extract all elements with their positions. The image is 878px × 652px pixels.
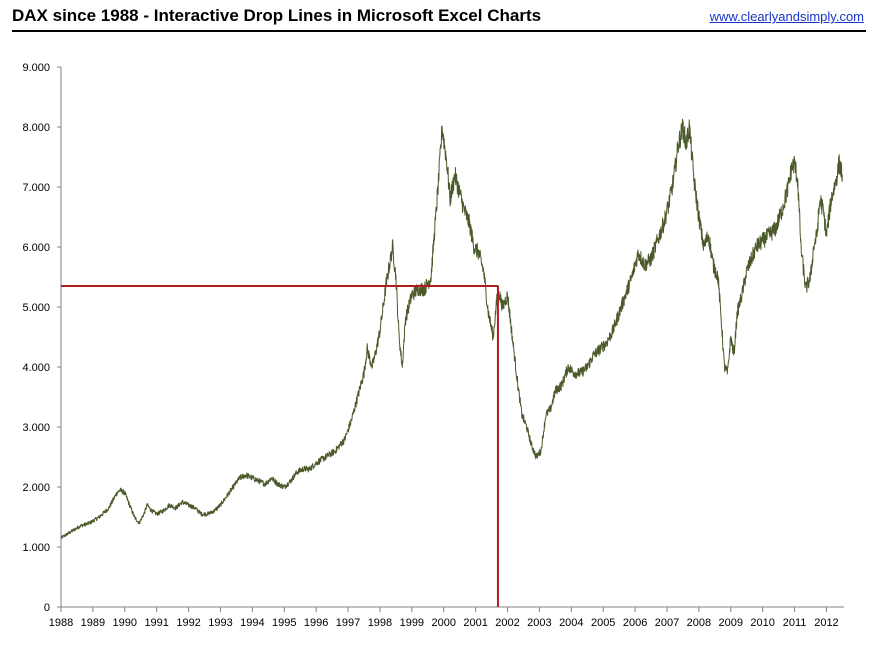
y-tick-label: 4.000	[22, 362, 50, 374]
x-tick-label: 2004	[559, 617, 583, 629]
x-tick-label: 2010	[750, 617, 774, 629]
x-tick-label: 1999	[400, 617, 424, 629]
x-tick-label: 1991	[144, 617, 168, 629]
x-tick-label: 1990	[113, 617, 137, 629]
x-tick-label: 2012	[814, 617, 838, 629]
y-tick-label: 6.000	[22, 242, 50, 254]
x-tick-label: 1996	[304, 617, 328, 629]
x-tick-label: 2006	[623, 617, 647, 629]
y-tick-label: 8.000	[22, 122, 50, 134]
source-link[interactable]: www.clearlyandsimply.com	[709, 9, 864, 24]
x-tick-label: 1992	[176, 617, 200, 629]
x-tick-label: 2001	[463, 617, 487, 629]
x-tick-label: 2009	[719, 617, 743, 629]
chart-title: DAX since 1988 - Interactive Drop Lines …	[12, 6, 542, 25]
x-tick-label: 2011	[783, 617, 807, 629]
y-tick-label: 1.000	[22, 542, 50, 554]
dax-series-line	[60, 118, 843, 539]
x-tick-label: 1995	[272, 617, 296, 629]
y-tick-label: 0	[44, 602, 50, 614]
x-tick-label: 1989	[81, 617, 105, 629]
x-tick-label: 2000	[431, 617, 455, 629]
x-tick-label: 1997	[336, 617, 360, 629]
y-tick-label: 7.000	[22, 182, 50, 194]
y-tick-label: 5.000	[22, 302, 50, 314]
x-tick-label: 1998	[368, 617, 392, 629]
y-axis: 0 1.000 2.000 3.000 4.000 5.000 6.000 7.000 8.00…	[22, 62, 62, 614]
drop-lines[interactable]	[61, 285, 499, 607]
x-tick-label: 1988	[49, 617, 73, 629]
x-axis: 1988 1989 1990 1991 1992 1993 1994 1995 1996 1997…	[49, 606, 844, 629]
x-tick-label: 2008	[687, 617, 711, 629]
y-tick-label: 9.000	[22, 62, 50, 74]
x-tick-label: 2007	[655, 617, 679, 629]
x-tick-label: 2003	[527, 617, 551, 629]
x-tick-label: 2002	[495, 617, 519, 629]
x-tick-label: 1994	[240, 617, 264, 629]
y-tick-label: 2.000	[22, 482, 50, 494]
y-tick-label: 3.000	[22, 422, 50, 434]
title-divider	[12, 30, 866, 32]
x-tick-label: 1993	[208, 617, 232, 629]
series-group	[60, 118, 843, 539]
x-tick-label: 2005	[591, 617, 615, 629]
